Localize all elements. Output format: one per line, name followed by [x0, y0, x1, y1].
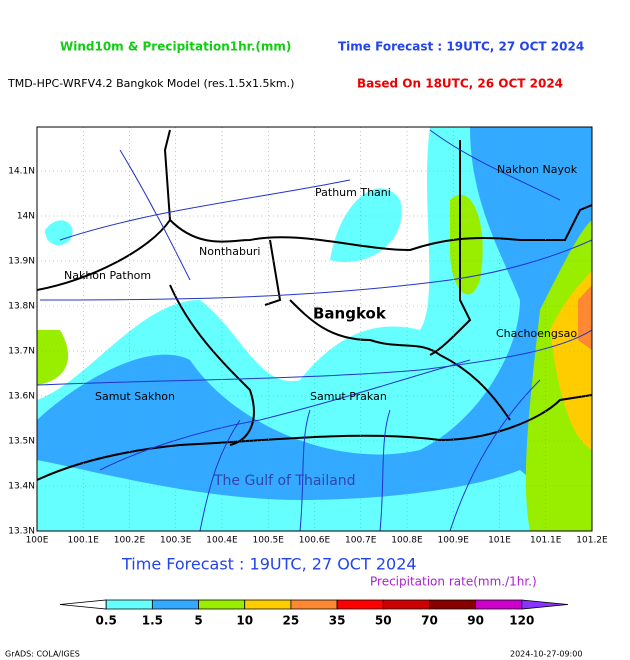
legend-swatch — [59, 599, 107, 610]
x-tick-label: 100.2E — [114, 536, 146, 546]
x-tick-label: 100.1E — [68, 536, 100, 546]
y-tick-label: 14N — [17, 212, 35, 222]
legend-label: 70 — [421, 614, 438, 628]
map-title: Wind10m & Precipitation1hr.(mm) — [60, 40, 291, 54]
legend-label: 1.5 — [142, 614, 163, 628]
legend-label: 25 — [283, 614, 300, 628]
x-tick-label: 100.4E — [206, 536, 238, 546]
legend-label: 50 — [375, 614, 392, 628]
legend-swatch — [290, 599, 338, 610]
legend-label: 5 — [194, 614, 202, 628]
x-tick-label: 101.2E — [576, 536, 608, 546]
place-label: Nakhon Pathom — [64, 269, 151, 282]
legend-label: 0.5 — [96, 614, 117, 628]
legend-title: Precipitation rate(mm./1hr.) — [370, 575, 537, 589]
legend-swatch — [382, 599, 430, 610]
map-area — [36, 126, 593, 532]
place-label: Nakhon Nayok — [497, 163, 578, 176]
based-on: Based On 18UTC, 26 OCT 2024 — [357, 77, 563, 91]
y-tick-label: 13.9N — [8, 257, 35, 267]
forecast-time: Time Forecast : 19UTC, 27 OCT 2024 — [338, 40, 584, 54]
x-tick-label: 100.3E — [160, 536, 192, 546]
place-label: Chachoengsao — [496, 327, 577, 340]
credit: GrADS: COLA/IGES — [5, 650, 80, 659]
x-tick-label: 100.8E — [391, 536, 423, 546]
place-label: Samut Sakhon — [95, 390, 175, 403]
place-label: Samut Prakan — [310, 390, 387, 403]
legend-label: 90 — [467, 614, 484, 628]
color-legend: 0.5 1.5 5 10 25 35 50 70 90 120 — [59, 599, 569, 628]
x-tick-label: 100E — [26, 536, 49, 546]
legend-label: 10 — [236, 614, 253, 628]
y-tick-label: 13.8N — [8, 302, 35, 312]
legend-swatch — [105, 599, 153, 610]
x-tick-label: 100.6E — [299, 536, 331, 546]
timestamp: 2024-10-27-09:00 — [510, 650, 582, 659]
legend-label: 120 — [509, 614, 534, 628]
place-label: Pathum Thani — [315, 186, 391, 199]
legend-swatch — [151, 599, 199, 610]
legend-swatch — [198, 599, 246, 610]
y-tick-label: 13.7N — [8, 347, 35, 357]
y-tick-label: 13.6N — [8, 392, 35, 402]
legend-swatch — [521, 599, 569, 610]
place-label: Nonthaburi — [199, 245, 261, 258]
y-tick-label: 13.4N — [8, 482, 35, 492]
y-tick-label: 13.5N — [8, 437, 35, 447]
x-tick-label: 101.1E — [530, 536, 562, 546]
legend-swatch — [244, 599, 292, 610]
legend-swatch — [336, 599, 384, 610]
model-name: TMD-HPC-WRFV4.2 Bangkok Model (res.1.5x1… — [7, 77, 294, 90]
y-tick-label: 13.3N — [8, 527, 35, 537]
place-label: The Gulf of Thailand — [213, 473, 356, 489]
x-tick-label: 100.9E — [438, 536, 470, 546]
y-tick-label: 14.1N — [8, 167, 35, 177]
legend-swatch — [475, 599, 523, 610]
x-tick-label: 100.7E — [345, 536, 377, 546]
forecast-caption: Time Forecast : 19UTC, 27 OCT 2024 — [121, 555, 417, 574]
legend-label: 35 — [329, 614, 346, 628]
place-label: Bangkok — [313, 305, 387, 323]
legend-swatch — [429, 599, 477, 610]
x-tick-label: 101E — [488, 536, 511, 546]
x-tick-label: 100.5E — [253, 536, 285, 546]
